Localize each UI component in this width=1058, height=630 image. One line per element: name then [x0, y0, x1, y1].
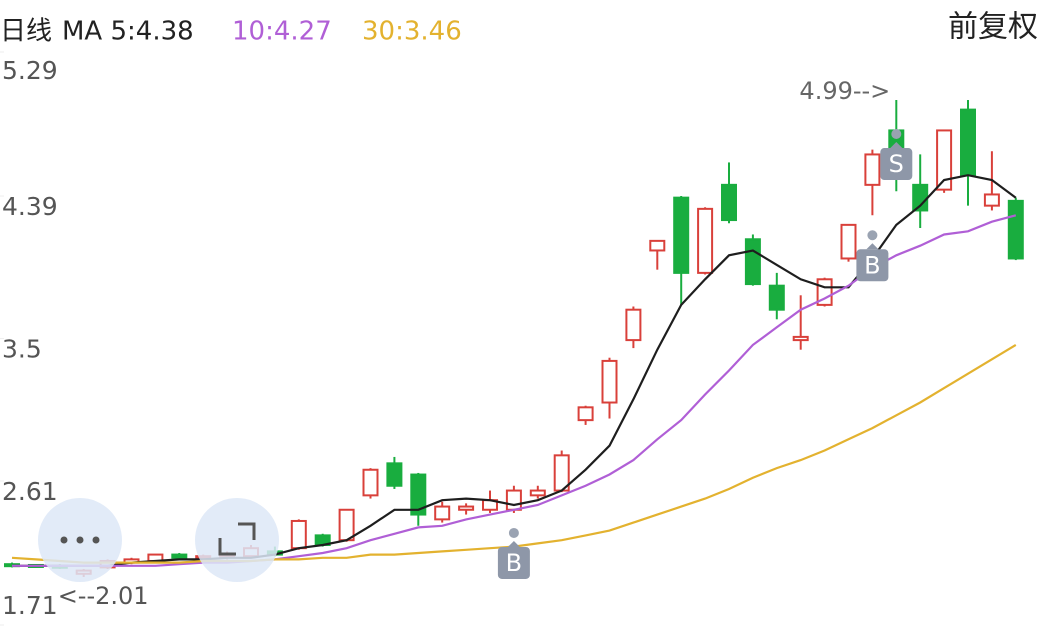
- legend-entry: MA 5:4.38: [62, 17, 194, 47]
- candle-body: [697, 207, 714, 274]
- signal-dot: [867, 230, 878, 241]
- candle-body: [792, 335, 809, 342]
- dot-icon: [92, 536, 100, 544]
- candle-body: [625, 308, 642, 342]
- signal-pointer: [507, 540, 520, 547]
- legend-entry: 30:3.46: [362, 17, 462, 47]
- candle-body: [529, 489, 546, 497]
- y-tick-label: 3.5: [2, 335, 42, 364]
- high-annotation: 4.99-->: [799, 77, 890, 105]
- signal-badge: [880, 148, 913, 181]
- signal-label: S: [889, 150, 904, 178]
- signal-dot: [891, 129, 902, 140]
- candle-body: [768, 284, 785, 311]
- candle-body: [505, 489, 522, 511]
- ma-line: [12, 174, 1017, 567]
- y-tick-label: 2.61: [2, 477, 58, 506]
- adjust-mode[interactable]: 前复权: [948, 10, 1038, 45]
- expand-button[interactable]: [195, 498, 279, 582]
- candle-body: [744, 238, 761, 286]
- candle-body: [960, 108, 976, 177]
- signal-badge: [497, 546, 530, 579]
- signal-label: B: [864, 251, 880, 279]
- candle-body: [410, 473, 427, 516]
- legend-entry: 10:4.27: [232, 17, 332, 47]
- y-tick-label: 5.29: [2, 56, 58, 85]
- ma-line: [12, 214, 1017, 567]
- candle-body: [840, 223, 857, 260]
- candle-body: [577, 406, 594, 422]
- candle-body: [601, 359, 618, 404]
- signal-label: B: [506, 549, 522, 577]
- y-tick-label: 4.39: [2, 192, 58, 221]
- candle-body: [458, 505, 475, 511]
- signal-pointer: [890, 142, 903, 149]
- y-tick-label: 1.71: [2, 591, 58, 620]
- candle-body: [1007, 199, 1024, 260]
- signal-pointer: [866, 243, 879, 250]
- signal-badge: [856, 249, 889, 282]
- candle-body: [171, 553, 188, 559]
- candle-body: [649, 239, 666, 252]
- candle-body: [936, 129, 953, 191]
- candle-body: [434, 505, 451, 521]
- candle-body: [721, 183, 737, 222]
- candle-body: [983, 193, 1000, 207]
- low-annotation: <--2.01: [58, 582, 149, 610]
- candle-body: [290, 519, 307, 550]
- candle-body: [673, 196, 690, 274]
- dot-icon: [60, 536, 68, 544]
- candle-body: [386, 462, 403, 487]
- expand-icon: [218, 522, 256, 556]
- candle-body: [362, 468, 379, 497]
- overlay-buttons: [38, 498, 279, 582]
- dot-icon: [76, 536, 84, 544]
- period-label: 日线: [0, 17, 52, 47]
- candle-body: [338, 508, 355, 542]
- signal-dot: [508, 527, 519, 538]
- candle-body: [864, 153, 881, 186]
